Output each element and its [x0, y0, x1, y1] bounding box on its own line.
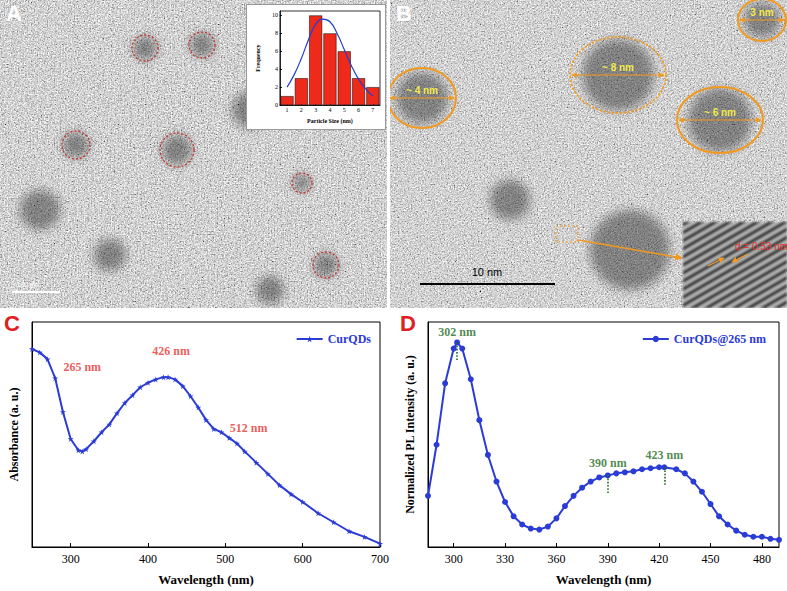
- svg-text:5: 5: [343, 107, 346, 113]
- svg-text:400: 400: [139, 552, 157, 566]
- svg-text:10 nm: 10 nm: [472, 266, 503, 278]
- svg-text:500: 500: [216, 552, 234, 566]
- svg-text:10: 10: [272, 12, 278, 18]
- svg-text:2: 2: [275, 84, 278, 90]
- svg-text:390: 390: [599, 552, 617, 566]
- svg-text:360: 360: [547, 552, 565, 566]
- svg-text:0: 0: [275, 102, 278, 108]
- svg-text:3: 3: [314, 107, 317, 113]
- svg-text:6: 6: [275, 48, 278, 54]
- svg-text:265 nm: 265 nm: [63, 360, 101, 374]
- svg-text:Normalized PL Intensity (a. u.: Normalized PL Intensity (a. u.): [403, 355, 417, 514]
- svg-text:Frequency: Frequency: [255, 44, 261, 71]
- html-text:B: B: [396, 1, 412, 26]
- svg-text:4: 4: [275, 66, 278, 72]
- svg-text:420: 420: [650, 552, 668, 566]
- html-text:A: A: [6, 1, 22, 26]
- svg-text:~ 6 nm: ~ 6 nm: [704, 107, 736, 118]
- svg-text:Particle Size (nm): Particle Size (nm): [307, 118, 353, 125]
- svg-text:Wavelength (nm): Wavelength (nm): [158, 572, 254, 587]
- svg-text:7: 7: [371, 107, 374, 113]
- svg-text:CurQDs: CurQDs: [328, 332, 372, 346]
- svg-text:~ 8 nm: ~ 8 nm: [602, 62, 634, 73]
- svg-text:10 nm: 10 nm: [16, 280, 39, 289]
- svg-text:426 nm: 426 nm: [152, 344, 190, 358]
- svg-text:~ 4 nm: ~ 4 nm: [406, 85, 438, 96]
- svg-text:300: 300: [445, 552, 463, 566]
- svg-text:390 nm: 390 nm: [589, 456, 627, 470]
- svg-text:423 nm: 423 nm: [645, 448, 683, 462]
- svg-text:512 nm: 512 nm: [230, 421, 268, 435]
- svg-text:302 nm: 302 nm: [438, 325, 476, 339]
- svg-text:6: 6: [357, 107, 360, 113]
- svg-text:480: 480: [753, 552, 771, 566]
- svg-text:Absorbance (a. u.): Absorbance (a. u.): [7, 387, 21, 481]
- svg-text:8: 8: [275, 30, 278, 36]
- svg-text:330: 330: [496, 552, 514, 566]
- svg-text:d = 0.53 nm: d = 0.53 nm: [735, 241, 787, 252]
- svg-text:600: 600: [294, 552, 312, 566]
- svg-text:300: 300: [62, 552, 80, 566]
- html-text:D: D: [400, 311, 416, 336]
- html-text:C: C: [4, 311, 20, 336]
- svg-text:4: 4: [328, 107, 331, 113]
- svg-text:450: 450: [702, 552, 720, 566]
- svg-text:CurQDs@265 nm: CurQDs@265 nm: [674, 332, 766, 346]
- svg-text:Wavelength (nm): Wavelength (nm): [556, 572, 652, 587]
- svg-text:1: 1: [286, 107, 289, 113]
- svg-text:2: 2: [300, 107, 303, 113]
- svg-text:700: 700: [371, 552, 389, 566]
- svg-text:3 nm: 3 nm: [750, 7, 773, 18]
